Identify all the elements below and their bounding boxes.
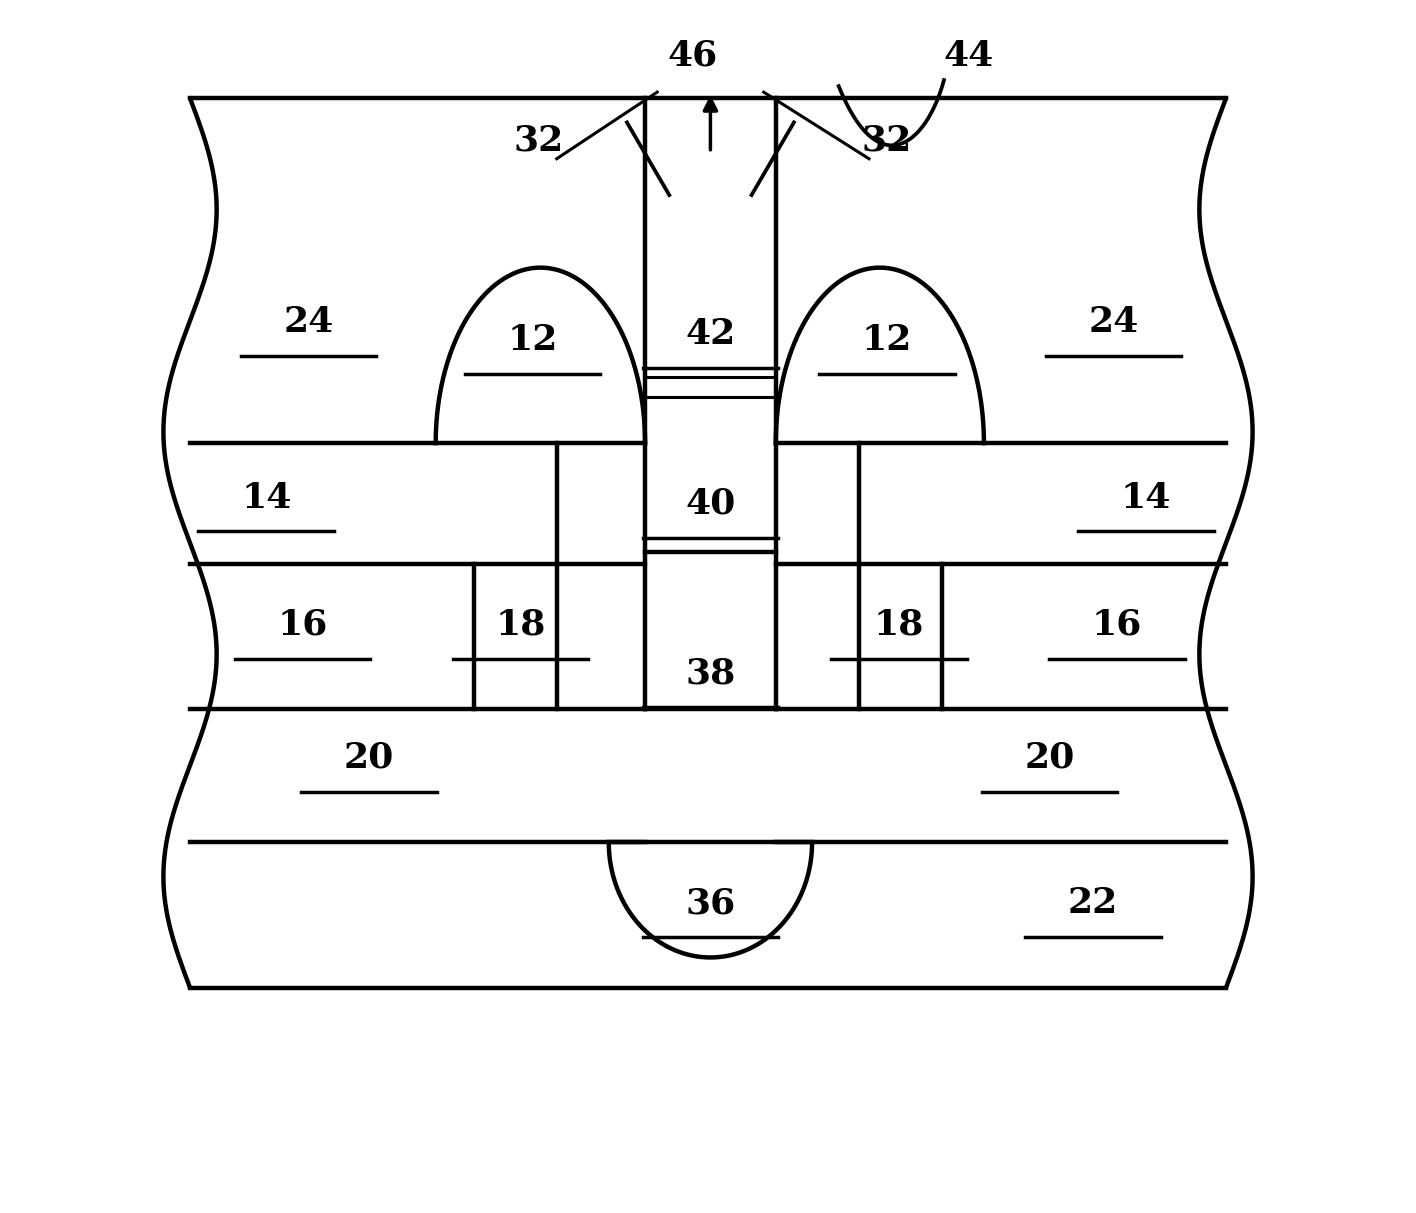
Text: 14: 14 xyxy=(241,480,292,514)
Text: 32: 32 xyxy=(514,124,564,158)
Text: 32: 32 xyxy=(862,124,912,158)
Text: 12: 12 xyxy=(507,323,558,358)
Text: 24: 24 xyxy=(283,306,334,340)
Text: 42: 42 xyxy=(685,318,735,352)
Text: 46: 46 xyxy=(667,39,718,73)
Text: 12: 12 xyxy=(862,323,912,358)
Text: 24: 24 xyxy=(1089,306,1138,340)
Text: 36: 36 xyxy=(685,885,735,919)
Text: 14: 14 xyxy=(1121,480,1171,514)
Text: 20: 20 xyxy=(1024,741,1075,775)
Text: 18: 18 xyxy=(496,608,545,642)
Text: 20: 20 xyxy=(344,741,394,775)
Text: 40: 40 xyxy=(685,486,735,520)
Text: 16: 16 xyxy=(278,608,327,642)
Text: 16: 16 xyxy=(1092,608,1143,642)
Text: 22: 22 xyxy=(1068,885,1119,919)
Text: 44: 44 xyxy=(943,39,993,73)
Text: 18: 18 xyxy=(874,608,925,642)
Text: 38: 38 xyxy=(685,656,735,690)
